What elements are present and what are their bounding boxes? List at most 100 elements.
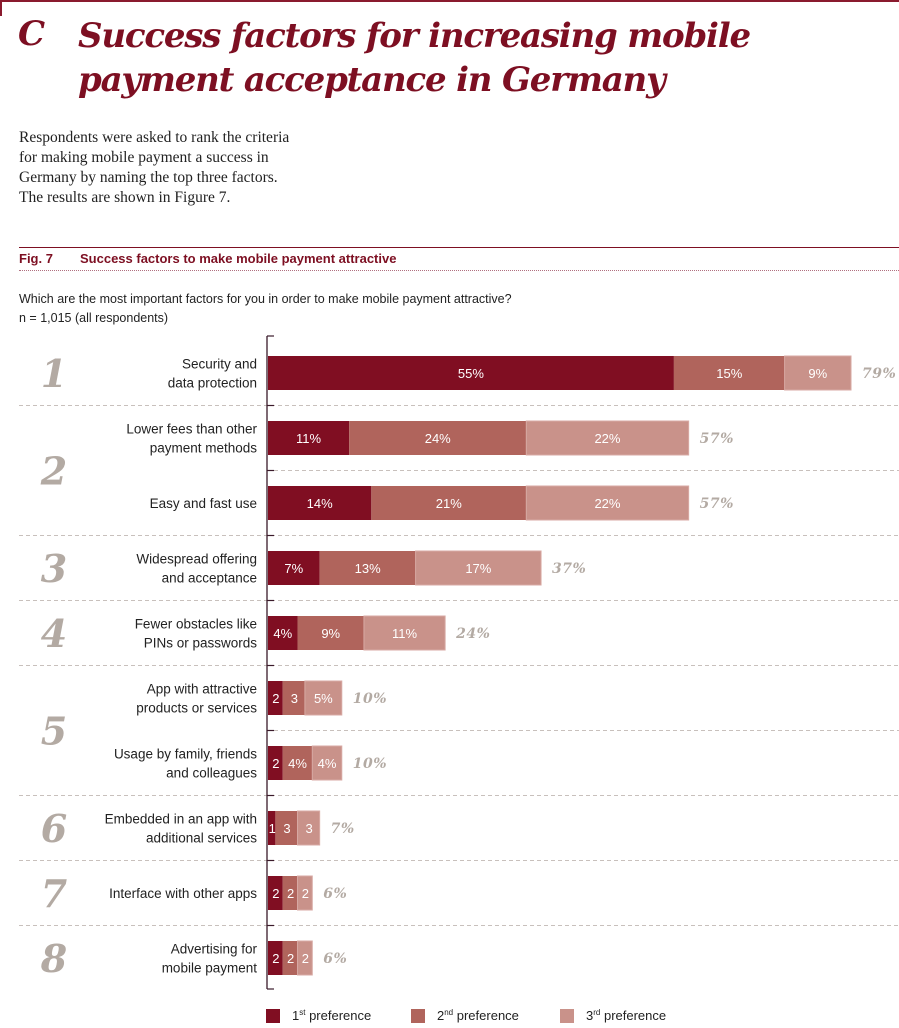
bar-value-label: 2 [287, 951, 294, 966]
bar-segment-third [297, 810, 321, 846]
legend-item-first: 1st preference [266, 1008, 371, 1023]
bar-segment-third [311, 745, 343, 781]
bar-value-label: 2 [272, 886, 279, 901]
bar-value-label: 9% [808, 366, 827, 381]
bar-segment-second [282, 746, 313, 780]
rank-number: 1 [41, 351, 67, 396]
category-label: Advertising for [171, 942, 258, 957]
bar-value-label: 11% [392, 626, 417, 641]
bar-segment-third [525, 420, 690, 456]
figure-header-dotted-rule [19, 270, 899, 271]
bar-value-label: 4% [273, 626, 292, 641]
bar-segment-third [525, 485, 690, 521]
category-label: data protection [168, 376, 257, 391]
total-label: 37% [552, 561, 586, 577]
bar-value-label: 5% [314, 691, 333, 706]
bar-segment-first [268, 486, 372, 520]
legend-swatch [411, 1008, 425, 1023]
bar-value-label: 2 [287, 886, 294, 901]
category-label: and colleagues [166, 766, 257, 781]
category-label: Security and [182, 357, 257, 372]
bar-segment-third [297, 875, 313, 911]
bar-segment-second [282, 681, 305, 715]
rank-number: 7 [41, 871, 67, 916]
category-label: Interface with other apps [109, 886, 257, 901]
bar-segment-second [282, 876, 298, 910]
bar-value-label: 4% [288, 756, 307, 771]
rank-number: 4 [41, 611, 67, 656]
category-label: Widespread offering [136, 552, 257, 567]
figure-rule [19, 247, 899, 248]
total-label: 57% [700, 431, 734, 447]
category-label: payment methods [150, 441, 258, 456]
bar-value-label: 17% [465, 561, 491, 576]
bar-segment-third [415, 550, 542, 586]
total-label: 10% [353, 756, 387, 772]
bar-value-label: 22% [594, 431, 620, 446]
total-label: 6% [323, 886, 347, 902]
legend-label: 1st preference [292, 1008, 372, 1023]
bar-segment-second [297, 616, 364, 650]
bar-segment-first [268, 356, 674, 390]
rank-number: 6 [41, 806, 67, 851]
bar-segment-first [268, 941, 283, 975]
bar-segment-first [268, 811, 276, 845]
category-label: App with attractive [147, 682, 257, 697]
figure-header: Fig. 7 Success factors to make mobile pay… [19, 251, 396, 266]
bar-value-label: 1 [269, 821, 276, 836]
total-label: 7% [331, 821, 355, 837]
bar-value-label: 7% [284, 561, 303, 576]
bar-value-label: 3 [283, 821, 290, 836]
bar-value-label: 2 [272, 951, 279, 966]
rank-number: 8 [40, 936, 67, 981]
bar-segment-first [268, 746, 283, 780]
figure-title: Success factors to make mobile payment a… [80, 251, 397, 266]
figure-number: Fig. 7 [19, 251, 53, 266]
total-label: 6% [323, 951, 347, 967]
bar-value-label: 55% [458, 366, 484, 381]
category-label: PINs or passwords [144, 636, 258, 651]
category-label: Embedded in an app with [105, 812, 257, 827]
intro-paragraph: Respondents were asked to rank the crite… [19, 129, 290, 206]
bar-segment-second [349, 421, 527, 455]
bar-value-label: 15% [716, 366, 742, 381]
total-label: 57% [700, 496, 734, 512]
total-label: 79% [862, 366, 896, 382]
category-label: and acceptance [162, 571, 257, 586]
bar-value-label: 2 [272, 691, 279, 706]
bar-value-label: 11% [296, 431, 321, 446]
bar-segment-first [268, 616, 298, 650]
category-label: Fewer obstacles like [135, 617, 257, 632]
top-rule [0, 0, 899, 2]
rank-number: 3 [41, 546, 67, 591]
bar-segment-third [304, 680, 343, 716]
bar-value-label: 2 [302, 886, 309, 901]
bar-segment-first [268, 681, 283, 715]
bar-value-label: 4% [318, 756, 337, 771]
bar-segment-first [268, 551, 320, 585]
bar-segment-third [297, 940, 313, 976]
survey-question-block: Which are the most important factors for… [19, 290, 512, 328]
bar-segment-second [673, 356, 785, 390]
bar-value-label: 21% [436, 496, 462, 511]
category-label: additional services [146, 831, 257, 846]
chart-legend: 1st preference 2nd preference 3rd preferen… [0, 1008, 899, 1028]
bar-value-label: 13% [355, 561, 381, 576]
top-rule-corner [0, 0, 2, 16]
legend-item-third: 3rd preference [560, 1008, 666, 1023]
category-label: Lower fees than other [126, 422, 257, 437]
rank-number: 2 [40, 449, 67, 494]
legend-swatch [266, 1008, 280, 1023]
bar-segment-second [275, 811, 298, 845]
bar-value-label: 9% [321, 626, 340, 641]
bar-value-label: 24% [425, 431, 451, 446]
sample-size: n = 1,015 (all respondents) [19, 311, 169, 325]
bar-segment-second [319, 551, 416, 585]
total-label: 24% [455, 626, 490, 642]
bar-segment-second [371, 486, 527, 520]
legend-label: 2nd preference [437, 1008, 519, 1023]
bar-value-label: 3 [305, 821, 312, 836]
bar-segment-first [268, 421, 350, 455]
bar-value-label: 22% [594, 496, 620, 511]
